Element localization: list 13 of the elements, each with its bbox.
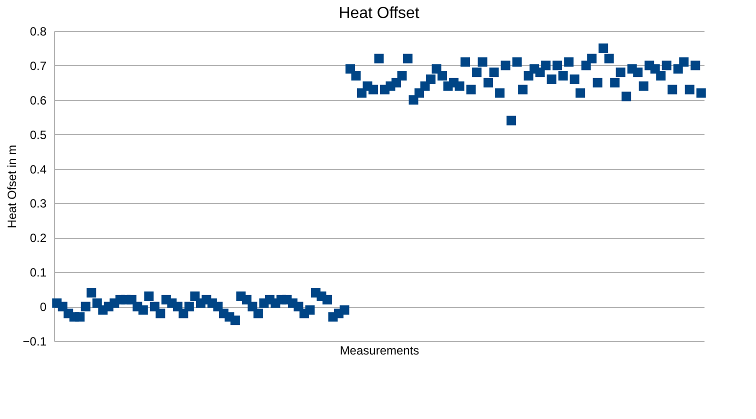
y-tick-label: 0 [40,300,47,314]
y-tick-label: 0.1 [30,266,47,280]
y-tick-label: 0.5 [30,128,47,142]
x-axis-title: Measurements [340,344,420,358]
y-tick-label: 0.7 [30,58,47,73]
y-tick-label: 0.6 [30,93,47,108]
y-tick-label: 0.8 [30,24,47,38]
y-tick-label: 0.2 [30,231,47,246]
chart-title: Heat Offset [338,5,420,22]
y-tick-label: 0.4 [30,162,47,176]
y-axis-title: Heat Ofset in m [4,144,19,228]
y-tick-label: −0.1 [22,334,47,348]
y-tick-label: 0.3 [30,196,47,211]
